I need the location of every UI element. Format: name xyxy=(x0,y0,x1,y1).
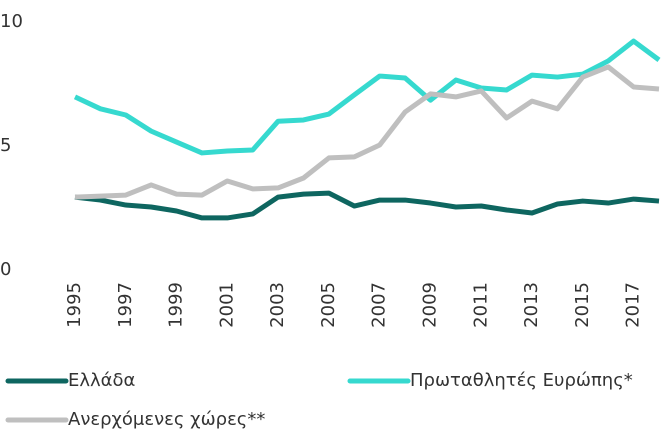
x-tick-label: 2005 xyxy=(318,282,339,328)
legend-label: Ανερχόμενες χώρες** xyxy=(68,409,265,430)
x-tick-label: 2003 xyxy=(267,282,288,328)
x-tick-label: 2017 xyxy=(623,282,644,328)
series-line xyxy=(74,190,660,221)
legend-label: Ελλάδα xyxy=(68,370,135,391)
series-line xyxy=(74,64,660,200)
y-tick-label: 0 xyxy=(0,259,11,280)
x-tick-label: 1999 xyxy=(166,282,187,328)
y-tick-label: 5 xyxy=(0,135,11,156)
legend-label: Πρωταθλητές Ευρώπης* xyxy=(410,370,633,391)
x-tick-label: 2009 xyxy=(419,282,440,328)
y-tick-label: 10 xyxy=(0,11,23,32)
x-tick-label: 1997 xyxy=(115,282,136,328)
x-tick-label: 2013 xyxy=(521,282,542,328)
x-tick-label: 2001 xyxy=(216,282,237,328)
x-tick-label: 2011 xyxy=(470,282,491,328)
series-line xyxy=(73,38,661,156)
x-tick-label: 1995 xyxy=(64,282,85,328)
x-tick-label: 2015 xyxy=(572,282,593,328)
x-tick-label: 2007 xyxy=(369,282,390,328)
